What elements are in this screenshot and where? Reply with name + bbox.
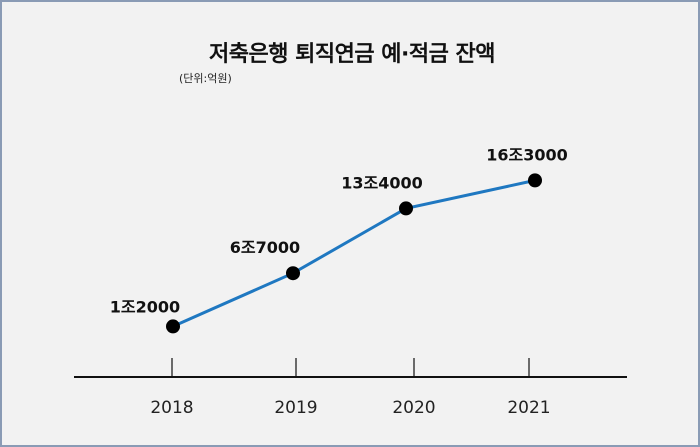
data-point xyxy=(528,173,542,188)
data-point xyxy=(286,266,300,281)
x-tick-label: 2020 xyxy=(392,398,435,418)
data-point xyxy=(399,201,413,216)
data-label: 16조3000 xyxy=(486,145,568,164)
x-tick-label: 2019 xyxy=(274,398,317,418)
series-line xyxy=(172,178,536,328)
data-label: 1조2000 xyxy=(110,297,180,316)
data-label: 6조7000 xyxy=(230,238,300,257)
chart-title: 저축은행 퇴직연금 예·적금 잔액 xyxy=(209,42,495,67)
x-tick-label: 2021 xyxy=(507,398,550,418)
data-point xyxy=(166,319,180,334)
data-label: 13조4000 xyxy=(341,173,423,192)
x-tick-label: 2018 xyxy=(150,398,193,418)
unit-label: (단위:억원) xyxy=(179,72,232,85)
